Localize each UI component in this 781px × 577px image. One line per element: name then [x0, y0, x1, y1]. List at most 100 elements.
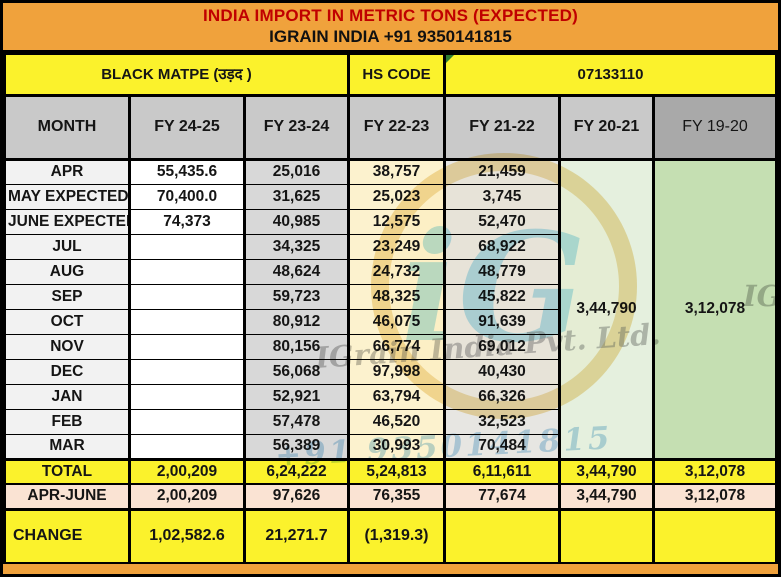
total-cell-fy2223: 5,24,813 — [347, 457, 446, 485]
month-label: JUL — [3, 233, 131, 260]
col-header-fy2223: FY 22-23 — [347, 94, 446, 161]
report-contact: IGRAIN INDIA +91 9350141815 — [269, 27, 512, 46]
table-row-mar: MAR 56,389 30,993 70,484 — [3, 433, 777, 460]
month-label: MAR — [3, 433, 131, 460]
cell-fy2324: 59,723 — [243, 283, 350, 310]
table-row-apr: APR 55,435.6 25,016 38,757 21,459 3,44,7… — [3, 158, 778, 460]
month-label: AUG — [3, 258, 131, 285]
cell-fy2425 — [128, 333, 246, 360]
cell-fy2324: 80,156 — [243, 333, 350, 360]
change-cell-fy2122-empty — [443, 507, 561, 564]
month-label: JAN — [3, 383, 131, 410]
change-label: CHANGE — [3, 507, 131, 564]
cell-fy2223: 23,249 — [347, 233, 446, 260]
import-table: BLACK MATPE (उड़द ) HS CODE 07133110 MON… — [3, 53, 778, 564]
cell-fy2122: 32,523 — [443, 408, 561, 435]
bottom-orange-strip — [3, 564, 778, 570]
cell-fy2122: 3,745 — [443, 183, 561, 210]
change-cell-fy1920-empty — [652, 507, 778, 564]
hs-code-label: HS CODE — [347, 53, 446, 97]
cell-fy2324: 40,985 — [243, 208, 350, 235]
total-row: TOTAL 2,00,209 6,24,222 5,24,813 6,11,61… — [3, 457, 778, 485]
apr-june-cell-fy2324: 97,626 — [243, 483, 350, 510]
cell-fy2425 — [128, 408, 246, 435]
cell-fy2122: 45,822 — [443, 283, 561, 310]
col-header-fy1920: FY 19-20 — [652, 94, 778, 161]
month-label: DEC — [3, 358, 131, 385]
cell-note-triangle-icon — [447, 56, 454, 63]
cell-fy2324: 25,016 — [243, 158, 350, 185]
cell-fy2425: 70,400.0 — [128, 183, 246, 210]
cell-fy2223: 38,757 — [347, 158, 446, 185]
total-cell-fy2021: 3,44,790 — [558, 457, 655, 485]
cell-fy2425: 74,373 — [128, 208, 246, 235]
cell-fy2324: 34,325 — [243, 233, 350, 260]
cell-fy2425 — [128, 383, 246, 410]
cell-fy2324: 80,912 — [243, 308, 350, 335]
change-cell-fy2223: (1,319.3) — [347, 507, 446, 564]
col-header-month: MONTH — [3, 94, 131, 161]
hs-code-value-text: 07133110 — [577, 65, 644, 83]
report-title: INDIA IMPORT IN METRIC TONS (EXPECTED) — [202, 6, 578, 25]
change-row: CHANGE 1,02,582.6 21,271.7 (1,319.3) — [3, 507, 778, 564]
cell-fy2223: 48,325 — [347, 283, 446, 310]
total-cell-fy2425: 2,00,209 — [128, 457, 246, 485]
cell-fy2122: 48,779 — [443, 258, 561, 285]
month-label: OCT — [3, 308, 131, 335]
total-cell-fy2122: 6,11,611 — [443, 457, 561, 485]
cell-fy2223: 25,023 — [347, 183, 446, 210]
apr-june-cell-fy2223: 76,355 — [347, 483, 446, 510]
month-label: NOV — [3, 333, 131, 360]
cell-fy2122: 70,484 — [443, 433, 561, 460]
total-cell-fy1920: 3,12,078 — [652, 457, 778, 485]
cell-fy2223: 12,575 — [347, 208, 446, 235]
cell-fy2324: 56,068 — [243, 358, 350, 385]
col-header-fy2425: FY 24-25 — [128, 94, 246, 161]
month-label: SEP — [3, 283, 131, 310]
cell-fy2122: 52,470 — [443, 208, 561, 235]
cell-fy2223: 66,774 — [347, 333, 446, 360]
header-row: MONTH FY 24-25 FY 23-24 FY 22-23 FY 21-2… — [3, 94, 778, 161]
cell-fy2324: 52,921 — [243, 383, 350, 410]
month-label: FEB — [3, 408, 131, 435]
cell-fy2324: 48,624 — [243, 258, 350, 285]
cell-fy2324: 56,389 — [243, 433, 350, 460]
merged-cell-fy1920-total: 3,12,078 — [652, 158, 778, 460]
col-header-fy2324: FY 23-24 — [243, 94, 350, 161]
month-label: MAY EXPECTED — [3, 183, 131, 210]
cell-fy2425 — [128, 233, 246, 260]
cell-fy2122: 40,430 — [443, 358, 561, 385]
cell-fy2425 — [128, 308, 246, 335]
apr-june-cell-fy2122: 77,674 — [443, 483, 561, 510]
cell-fy2425 — [128, 258, 246, 285]
cell-fy2223: 63,794 — [347, 383, 446, 410]
apr-june-cell-fy2021: 3,44,790 — [558, 483, 655, 510]
total-label: TOTAL — [3, 457, 131, 485]
month-label: APR — [3, 158, 131, 185]
col-header-fy2021: FY 20-21 — [558, 94, 655, 161]
hs-code-value: 07133110 — [443, 53, 778, 97]
change-cell-fy2425: 1,02,582.6 — [128, 507, 246, 564]
apr-june-label: APR-JUNE — [3, 483, 131, 510]
cell-fy2324: 31,625 — [243, 183, 350, 210]
apr-june-cell-fy2425: 2,00,209 — [128, 483, 246, 510]
change-cell-fy2021-empty — [558, 507, 655, 564]
commodity-name: BLACK MATPE (उड़द ) — [3, 53, 350, 97]
commodity-row: BLACK MATPE (उड़द ) HS CODE 07133110 — [3, 53, 778, 97]
cell-fy2425 — [128, 283, 246, 310]
apr-june-row: APR-JUNE 2,00,209 97,626 76,355 77,674 3… — [3, 483, 778, 510]
cell-fy2122: 68,922 — [443, 233, 561, 260]
cell-fy2425: 55,435.6 — [128, 158, 246, 185]
cell-fy2122: 21,459 — [443, 158, 561, 185]
title-band: INDIA IMPORT IN METRIC TONS (EXPECTED) I… — [3, 3, 778, 53]
merged-cell-fy2021-total: 3,44,790 — [558, 158, 655, 460]
apr-june-cell-fy1920: 3,12,078 — [652, 483, 778, 510]
cell-fy2425 — [128, 433, 246, 460]
cell-fy2324: 57,478 — [243, 408, 350, 435]
cell-fy2223: 97,998 — [347, 358, 446, 385]
change-cell-fy2324: 21,271.7 — [243, 507, 350, 564]
cell-fy2223: 46,520 — [347, 408, 446, 435]
cell-fy2223: 30,993 — [347, 433, 446, 460]
cell-fy2223: 24,732 — [347, 258, 446, 285]
